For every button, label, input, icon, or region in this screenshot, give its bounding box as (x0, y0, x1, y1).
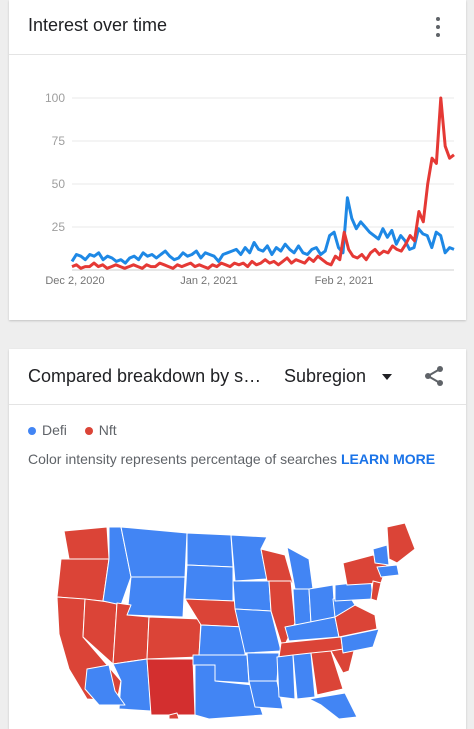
map-state-wyoming[interactable] (126, 576, 186, 618)
map-state-new-mexico[interactable] (146, 658, 196, 716)
x-tick-label: Dec 2, 2020 (45, 275, 104, 287)
series-line-defi (70, 196, 455, 265)
map-state-minnesota[interactable] (230, 534, 268, 582)
map-state-georgia[interactable] (310, 650, 344, 696)
legend-dot-nft (84, 427, 93, 436)
interest-card-header: Interest over time (9, 0, 466, 55)
more-vert-icon[interactable] (432, 15, 444, 39)
legend-label-defi: Defi (42, 422, 67, 438)
map-state-washington[interactable] (63, 526, 110, 560)
subregion-dropdown-value: Subregion (284, 366, 367, 386)
map-state-arkansas[interactable] (246, 652, 280, 682)
map-state-iowa[interactable] (232, 580, 272, 612)
intensity-text: Color intensity represents percentage of… (28, 451, 337, 467)
y-tick-label: 25 (52, 220, 66, 234)
map-state-louisiana[interactable] (248, 680, 284, 710)
map-state-indiana[interactable] (292, 588, 312, 626)
interest-over-time-card: Interest over time 25 50 75 100 Dec 2, 2020 J… (9, 0, 466, 320)
map-state-vermont-nh[interactable] (372, 544, 390, 566)
y-tick-label: 75 (52, 134, 66, 148)
map-state-arizona[interactable] (112, 658, 152, 712)
map-state-montana[interactable] (120, 526, 188, 578)
map-state-hawaii[interactable] (168, 712, 180, 719)
breakdown-card-header: Compared breakdown by s… Subregion (9, 349, 466, 405)
subregion-dropdown[interactable]: Subregion (284, 366, 393, 387)
map-state-mississippi[interactable] (276, 654, 296, 700)
y-tick-label: 50 (52, 177, 66, 191)
map-state-south-dakota[interactable] (184, 564, 234, 602)
series-line-nft (71, 96, 455, 270)
legend-label-nft: Nft (98, 422, 117, 438)
dropdown-caret-icon (382, 374, 393, 381)
map-state-oregon[interactable] (56, 558, 110, 602)
legend-item-nft: Nft (84, 422, 117, 438)
legend-dot-defi (28, 427, 36, 436)
map-state-alaska[interactable] (84, 664, 126, 706)
map-state-kansas[interactable] (198, 624, 246, 656)
compared-breakdown-card: Compared breakdown by s… Subregion Defi … (9, 349, 466, 729)
us-subregion-map (56, 522, 416, 719)
map-state-alabama[interactable] (292, 652, 316, 700)
map-state-wisconsin[interactable] (260, 548, 294, 584)
breakdown-legend: Defi Nft (28, 422, 131, 438)
interest-card-title: Interest over time (28, 15, 168, 35)
y-tick-label: 100 (45, 91, 65, 105)
map-state-massachusetts[interactable] (376, 564, 400, 578)
interest-line-chart: 25 50 75 100 Dec 2, 2020 Jan 2, 2021 Feb 2, 20… (45, 91, 455, 287)
color-intensity-note: Color intensity represents percentage of… (28, 451, 435, 467)
share-icon[interactable] (422, 364, 446, 388)
map-state-new-jersey[interactable] (370, 580, 382, 602)
legend-item-defi: Defi (28, 422, 67, 438)
breakdown-card-title: Compared breakdown by s… (28, 366, 262, 386)
map-state-colorado[interactable] (146, 616, 202, 660)
map-state-maine[interactable] (386, 522, 416, 564)
x-tick-label: Jan 2, 2021 (180, 275, 238, 287)
map-state-north-dakota[interactable] (186, 532, 234, 568)
map-state-florida[interactable] (308, 692, 358, 719)
learn-more-link[interactable]: LEARN MORE (340, 451, 436, 467)
x-tick-label: Feb 2, 2021 (315, 275, 374, 287)
